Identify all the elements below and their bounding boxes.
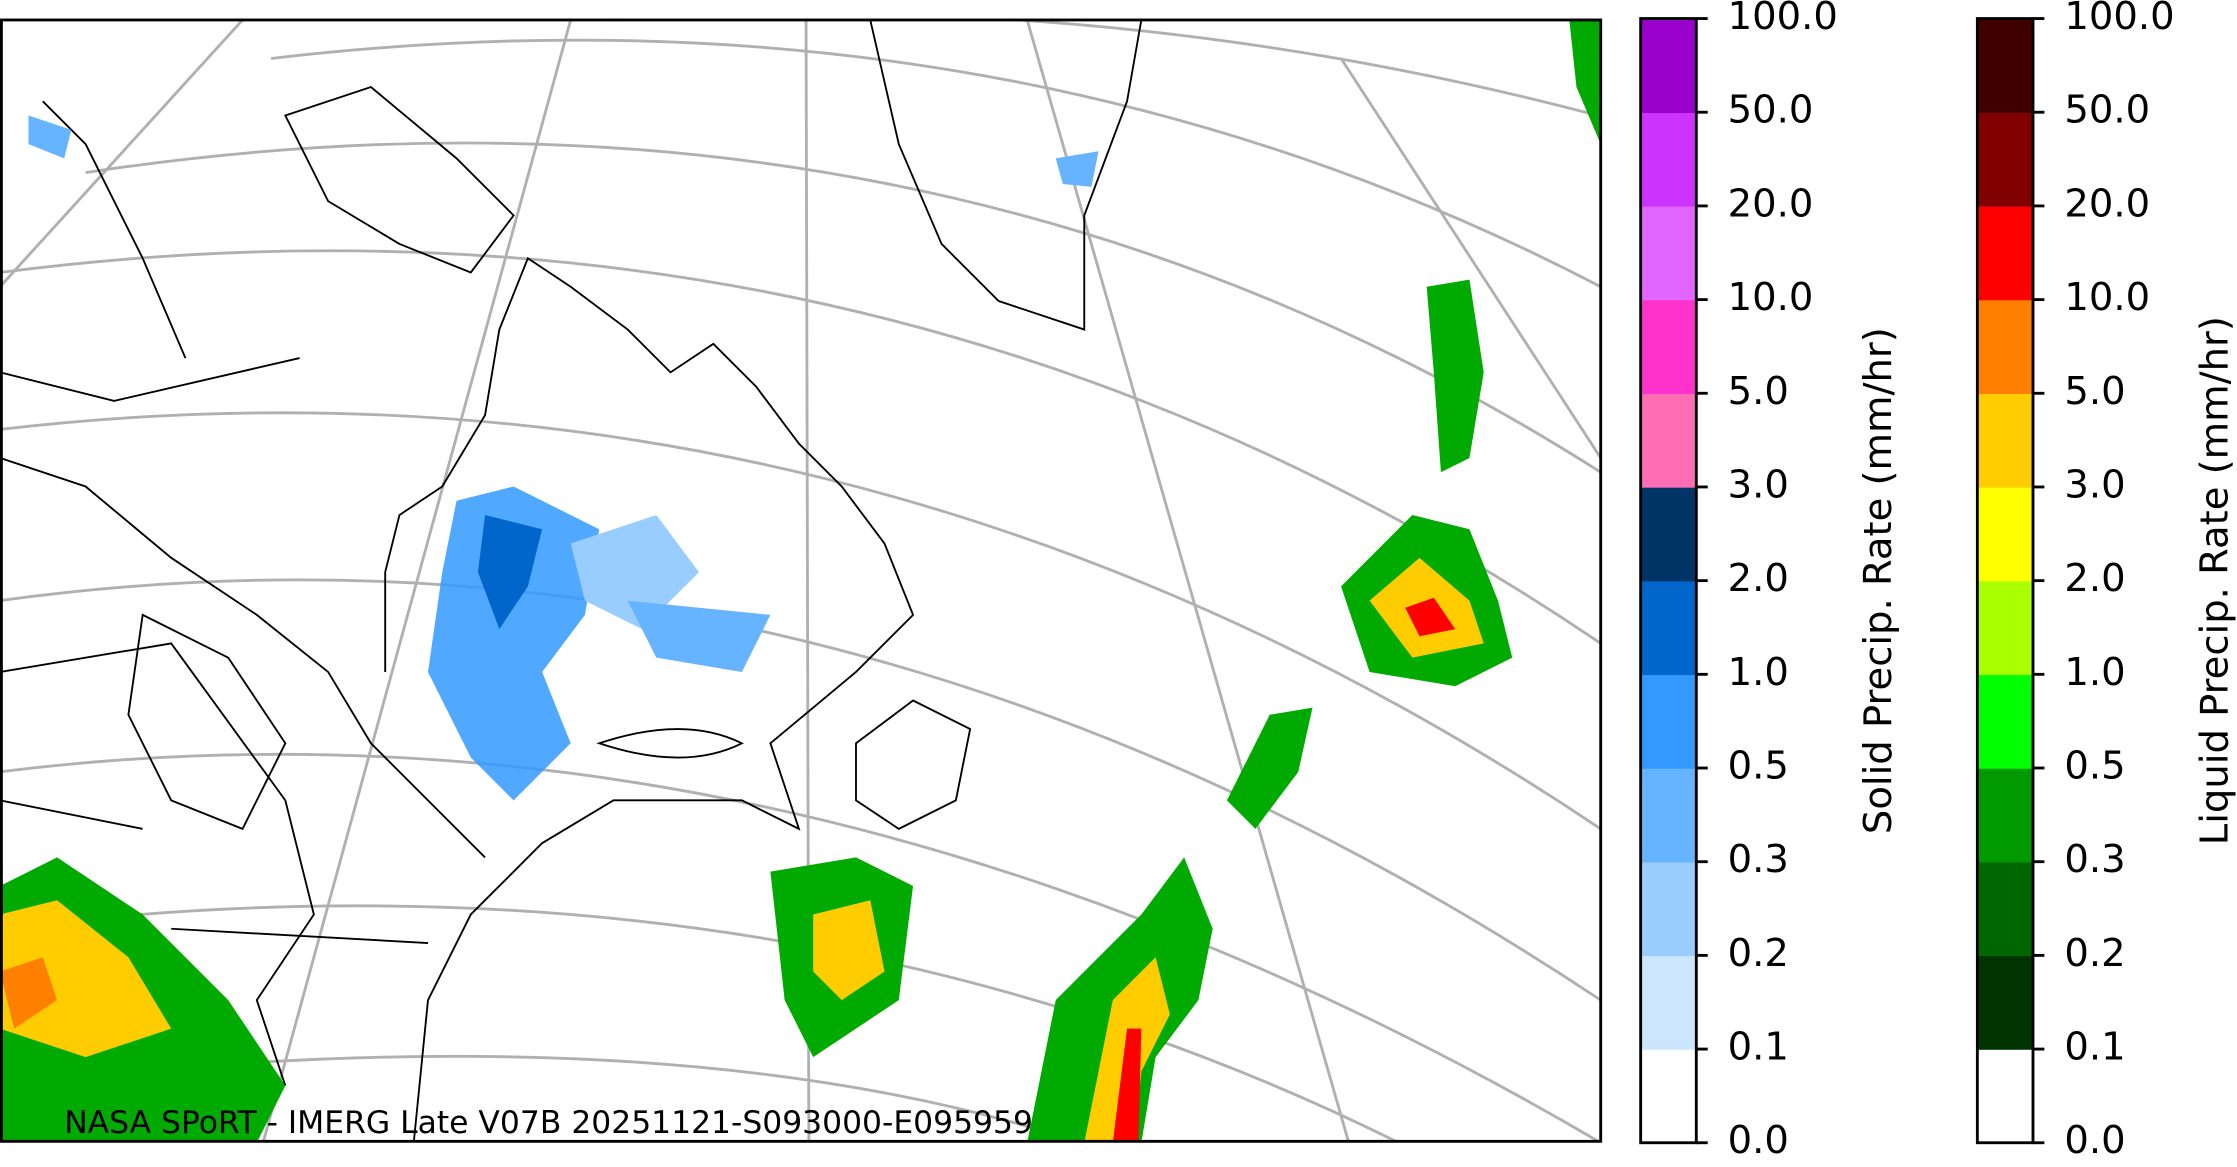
colorbar-tick-label: 100.0 [1728,0,1838,39]
colorbar-tick-label: 2.0 [2064,556,2125,601]
coastlines [1,19,1143,1142]
colorbar-segment [1977,955,2033,1050]
colorbar-segment [1640,299,1697,394]
colorbar-tick-label: 0.3 [2064,837,2125,882]
colorbar-segment [1640,955,1697,1050]
colorbar-tick-label: 0.1 [2064,1025,2125,1070]
colorbar-tick-label: 0.2 [2064,931,2125,976]
colorbar-segment [1977,393,2033,488]
colorbar-tick-label: 0.0 [2064,1118,2125,1163]
colorbar-segment [1640,18,1697,113]
colorbar-segment [1977,1049,2033,1144]
colorbar-tick-label: 0.1 [1728,1025,1789,1070]
colorbar-tick-label: 1.0 [1728,650,1789,695]
colorbar-segment [1977,580,2033,676]
colorbar-segment [1977,205,2033,301]
colorbar-tick-label: 0.0 [1728,1118,1789,1163]
colorbar-segment [1640,861,1697,957]
colorbar-tick-label: 2.0 [1728,556,1789,601]
colorbar-segment [1977,18,2033,113]
graticule [1,19,1601,1142]
colorbar-segment [1977,486,2033,582]
colorbar-tick-label: 50.0 [1728,88,1814,133]
colorbar-segment [1640,393,1697,488]
colorbar-segment [1977,674,2033,769]
colorbar-segment [1640,205,1697,301]
colorbar-segment [1640,1049,1697,1144]
colorbar-tick-label: 3.0 [1728,462,1789,507]
precipitation [1,19,1601,1142]
colorbar-title: Solid Precip. Rate (mm/hr) [1856,327,1901,834]
colorbar-tick-label: 10.0 [1728,275,1814,320]
colorbar-segment [1977,861,2033,957]
colorbar-tick-label: 20.0 [2064,181,2150,226]
colorbar-tick-label: 20.0 [1728,181,1814,226]
colorbar-tick-label: 3.0 [2064,462,2125,507]
colorbar-tick-label: 50.0 [2064,88,2150,133]
colorbar-segment [1977,299,2033,394]
colorbar-title: Liquid Precip. Rate (mm/hr) [2193,316,2237,845]
colorbar-segment [1977,112,2033,207]
colorbar-segment [1640,674,1697,769]
colorbar-tick-label: 5.0 [1728,369,1789,414]
colorbar-tick-label: 0.5 [2064,744,2125,789]
map-frame [0,18,1603,1143]
colorbar-segment [1640,768,1697,863]
colorbar-segment [1640,112,1697,207]
colorbar-tick-label: 10.0 [2064,275,2150,320]
colorbar-tick-label: 0.2 [1728,931,1789,976]
colorbar-tick-label: 1.0 [2064,650,2125,695]
credit-text: NASA SPoRT - IMERG Late V07B 20251121-S0… [64,1105,1033,1141]
colorbar-tick-label: 100.0 [2064,0,2174,39]
colorbar-segment [1977,768,2033,863]
colorbar-tick-label: 0.3 [1728,837,1789,882]
colorbar-tick-label: 5.0 [2064,369,2125,414]
colorbar-segment [1640,486,1697,582]
colorbar-tick-label: 0.5 [1728,744,1789,789]
colorbar-segment [1640,580,1697,676]
map-area [1,19,1601,1142]
